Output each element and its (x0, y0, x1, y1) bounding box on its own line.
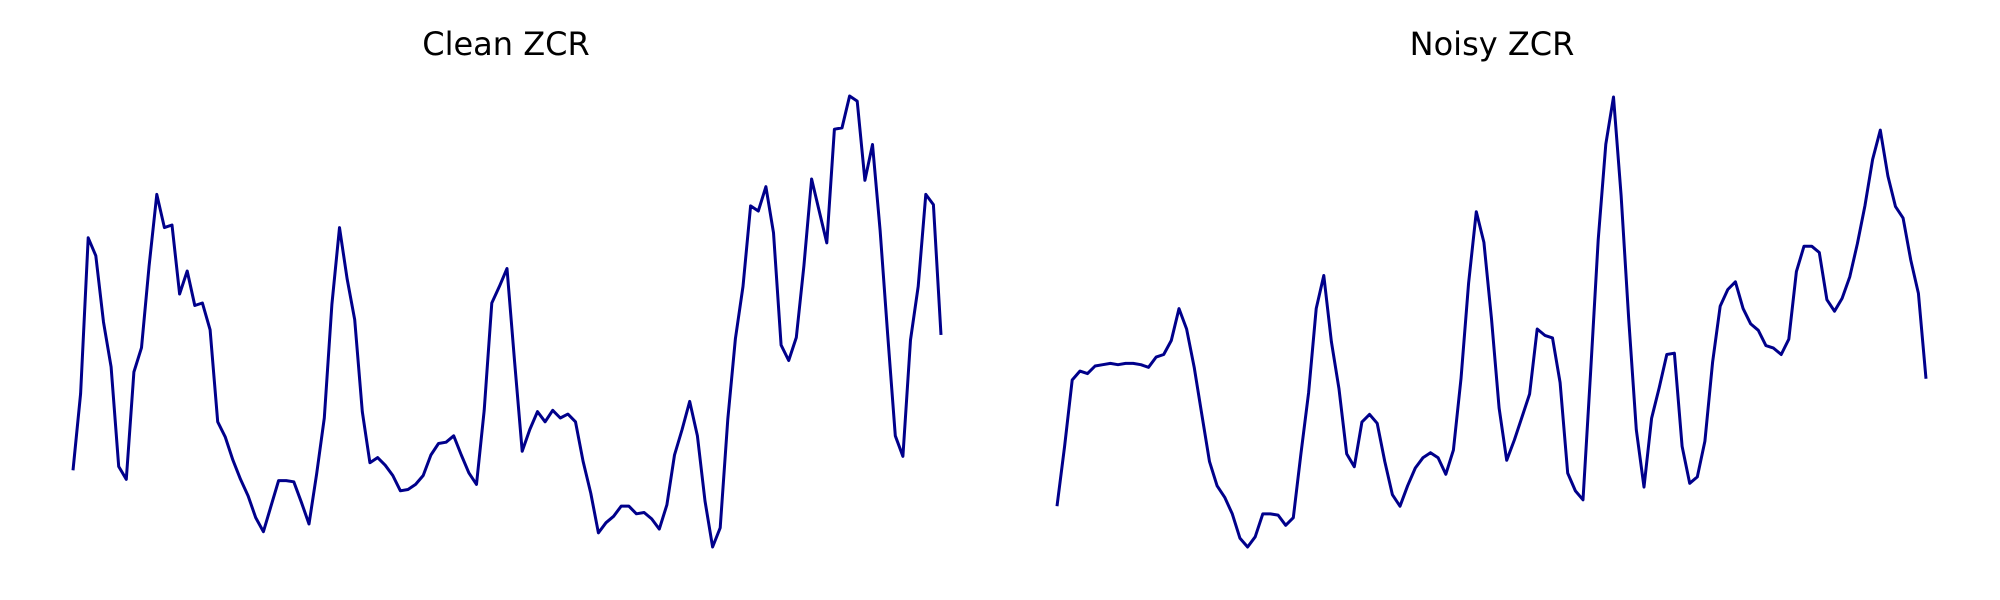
zcr-line (1055, 95, 1928, 549)
chart-title: Clean ZCR (422, 25, 589, 63)
zcr-line (71, 94, 943, 549)
chart-title: Noisy ZCR (1410, 25, 1575, 63)
